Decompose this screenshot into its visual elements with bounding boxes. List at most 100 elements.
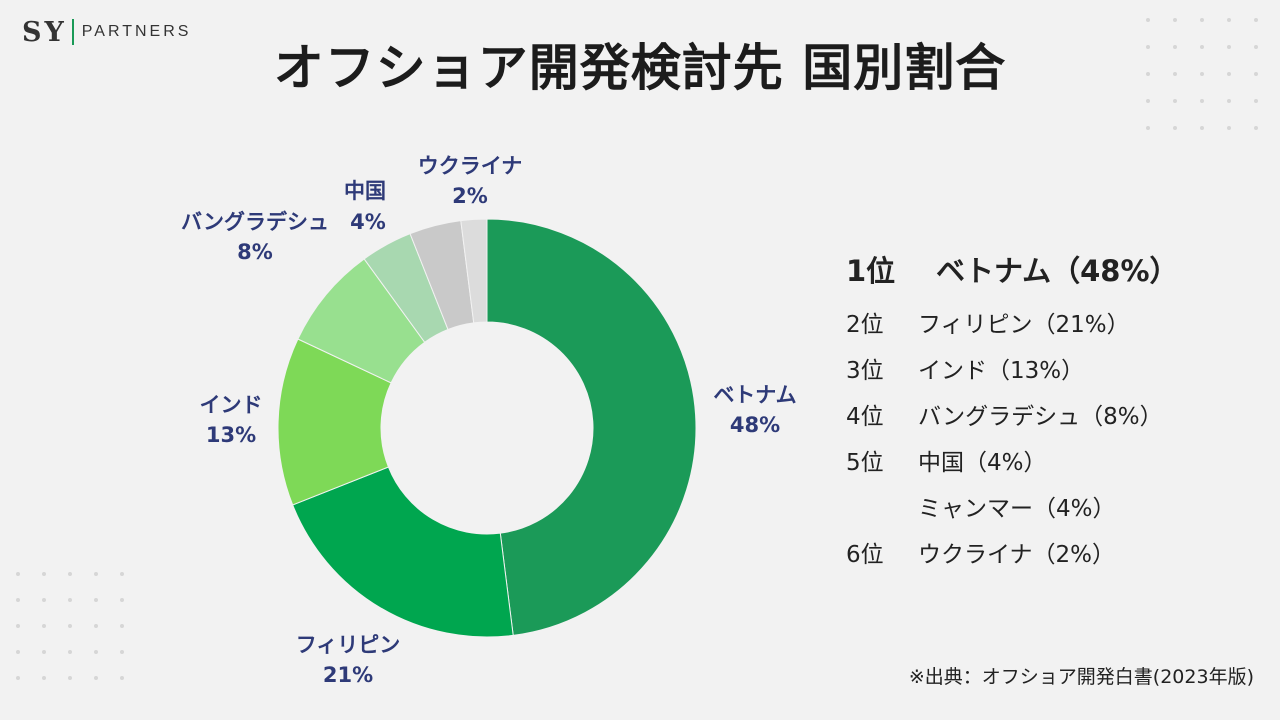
- decorative-dot: [120, 624, 124, 628]
- decorative-dot: [16, 598, 20, 602]
- decorative-dot: [1227, 72, 1231, 76]
- decorative-dot: [42, 624, 46, 628]
- ranking-row-5: 5位 中国（4%）: [846, 440, 1179, 486]
- ranking-row-2: 2位 フィリピン（21%）: [846, 302, 1179, 348]
- ranking-row-3: 3位 インド（13%）: [846, 348, 1179, 394]
- ranking-text: ベトナム（48%）: [936, 254, 1179, 288]
- decorative-dot: [1200, 18, 1204, 22]
- logo-partners: PARTNERS: [81, 23, 192, 40]
- label-india: インド 13%: [176, 390, 286, 451]
- ranking-rank: 4位: [846, 404, 884, 430]
- source-note: ※出典：オフショア開発白書(2023年版): [908, 666, 1254, 688]
- decorative-dot: [68, 624, 72, 628]
- ranking-row-4: 4位 バングラデシュ（8%）: [846, 394, 1179, 440]
- ranking-row-5b: ミャンマー（4%）: [846, 486, 1179, 532]
- donut-slice-2: [292, 466, 514, 638]
- label-ukraine-name: ウクライナ: [417, 154, 523, 178]
- decorative-dot: [1173, 99, 1177, 103]
- decorative-dot: [1200, 126, 1204, 130]
- ranking-rank: [846, 486, 918, 532]
- label-bangladesh-value: 8%: [237, 240, 273, 265]
- decorative-dot: [120, 676, 124, 680]
- decorative-dots-top-right: [1146, 18, 1258, 130]
- decorative-dot: [1200, 45, 1204, 49]
- label-vietnam-value: 48%: [729, 413, 781, 438]
- decorative-dot: [1227, 18, 1231, 22]
- decorative-dot: [1200, 72, 1204, 76]
- decorative-dot: [1173, 126, 1177, 130]
- label-philippines: フィリピン 21%: [278, 630, 418, 691]
- ranking-row-6: 6位 ウクライナ（2%）: [846, 532, 1179, 578]
- decorative-dot: [94, 572, 98, 576]
- decorative-dot: [120, 598, 124, 602]
- label-china-value: 4%: [350, 210, 386, 234]
- decorative-dots-bottom-left: [16, 572, 124, 680]
- label-india-value: 13%: [205, 423, 257, 448]
- decorative-dot: [16, 624, 20, 628]
- label-vietnam: ベトナム 48%: [700, 380, 810, 441]
- decorative-dot: [1227, 99, 1231, 103]
- label-india-name: インド: [199, 393, 263, 417]
- label-ukraine-value: 2%: [452, 184, 488, 209]
- label-bangladesh-name: バングラデシュ: [180, 210, 330, 234]
- logo: SY PARTNERS: [22, 16, 191, 48]
- ranking-text: 中国（4%）: [918, 450, 1047, 476]
- label-philippines-name: フィリピン: [295, 633, 401, 657]
- ranking-text: フィリピン（21%）: [918, 312, 1130, 338]
- decorative-dot: [42, 650, 46, 654]
- decorative-dot: [68, 598, 72, 602]
- decorative-dot: [1146, 18, 1150, 22]
- decorative-dot: [1146, 99, 1150, 103]
- ranking-row-1: 1位 ベトナム（48%）: [846, 250, 1179, 292]
- decorative-dot: [94, 650, 98, 654]
- ranking-rank: 6位: [846, 542, 884, 568]
- ranking-rank: 5位: [846, 450, 884, 476]
- decorative-dot: [16, 676, 20, 680]
- ranking-rank: 3位: [846, 358, 884, 384]
- decorative-dot: [68, 650, 72, 654]
- donut-slice-1: [486, 218, 697, 636]
- decorative-dot: [42, 676, 46, 680]
- decorative-dot: [1146, 72, 1150, 76]
- ranking-text: ウクライナ（2%）: [918, 542, 1116, 568]
- decorative-dot: [1173, 45, 1177, 49]
- ranking-rank: 2位: [846, 312, 884, 338]
- label-vietnam-name: ベトナム: [713, 383, 797, 407]
- decorative-dot: [1254, 18, 1258, 22]
- decorative-dot: [1173, 72, 1177, 76]
- donut-slice-7: [460, 218, 488, 324]
- decorative-dot: [16, 650, 20, 654]
- decorative-dot: [42, 572, 46, 576]
- decorative-dot: [1227, 126, 1231, 130]
- decorative-dot: [94, 598, 98, 602]
- logo-sy: SY: [22, 16, 67, 48]
- label-ukraine: ウクライナ 2%: [405, 151, 535, 212]
- decorative-dot: [1173, 18, 1177, 22]
- decorative-dot: [42, 598, 46, 602]
- ranking-rank: 1位: [846, 254, 896, 288]
- logo-divider: [71, 19, 74, 45]
- page-title: オフショア開発検討先 国別割合: [273, 39, 1007, 97]
- label-china: 中国: [335, 176, 395, 206]
- decorative-dot: [1254, 72, 1258, 76]
- decorative-dot: [1200, 99, 1204, 103]
- decorative-dot: [120, 572, 124, 576]
- ranking-text: ミャンマー（4%）: [918, 496, 1116, 522]
- decorative-dot: [120, 650, 124, 654]
- decorative-dot: [16, 572, 20, 576]
- decorative-dot: [1146, 45, 1150, 49]
- label-philippines-value: 21%: [322, 663, 374, 688]
- label-bangladesh: バングラデシュ 8%: [165, 207, 345, 268]
- decorative-dot: [94, 676, 98, 680]
- ranking-text: バングラデシュ（8%）: [918, 404, 1163, 430]
- ranking-list: 1位 ベトナム（48%） 2位 フィリピン（21%） 3位 インド（13%） 4…: [846, 250, 1179, 578]
- decorative-dot: [68, 676, 72, 680]
- decorative-dot: [1254, 126, 1258, 130]
- label-china-name: 中国: [344, 179, 386, 203]
- decorative-dot: [94, 624, 98, 628]
- decorative-dot: [1146, 126, 1150, 130]
- decorative-dot: [1254, 99, 1258, 103]
- decorative-dot: [1254, 45, 1258, 49]
- ranking-text: インド（13%）: [918, 358, 1085, 384]
